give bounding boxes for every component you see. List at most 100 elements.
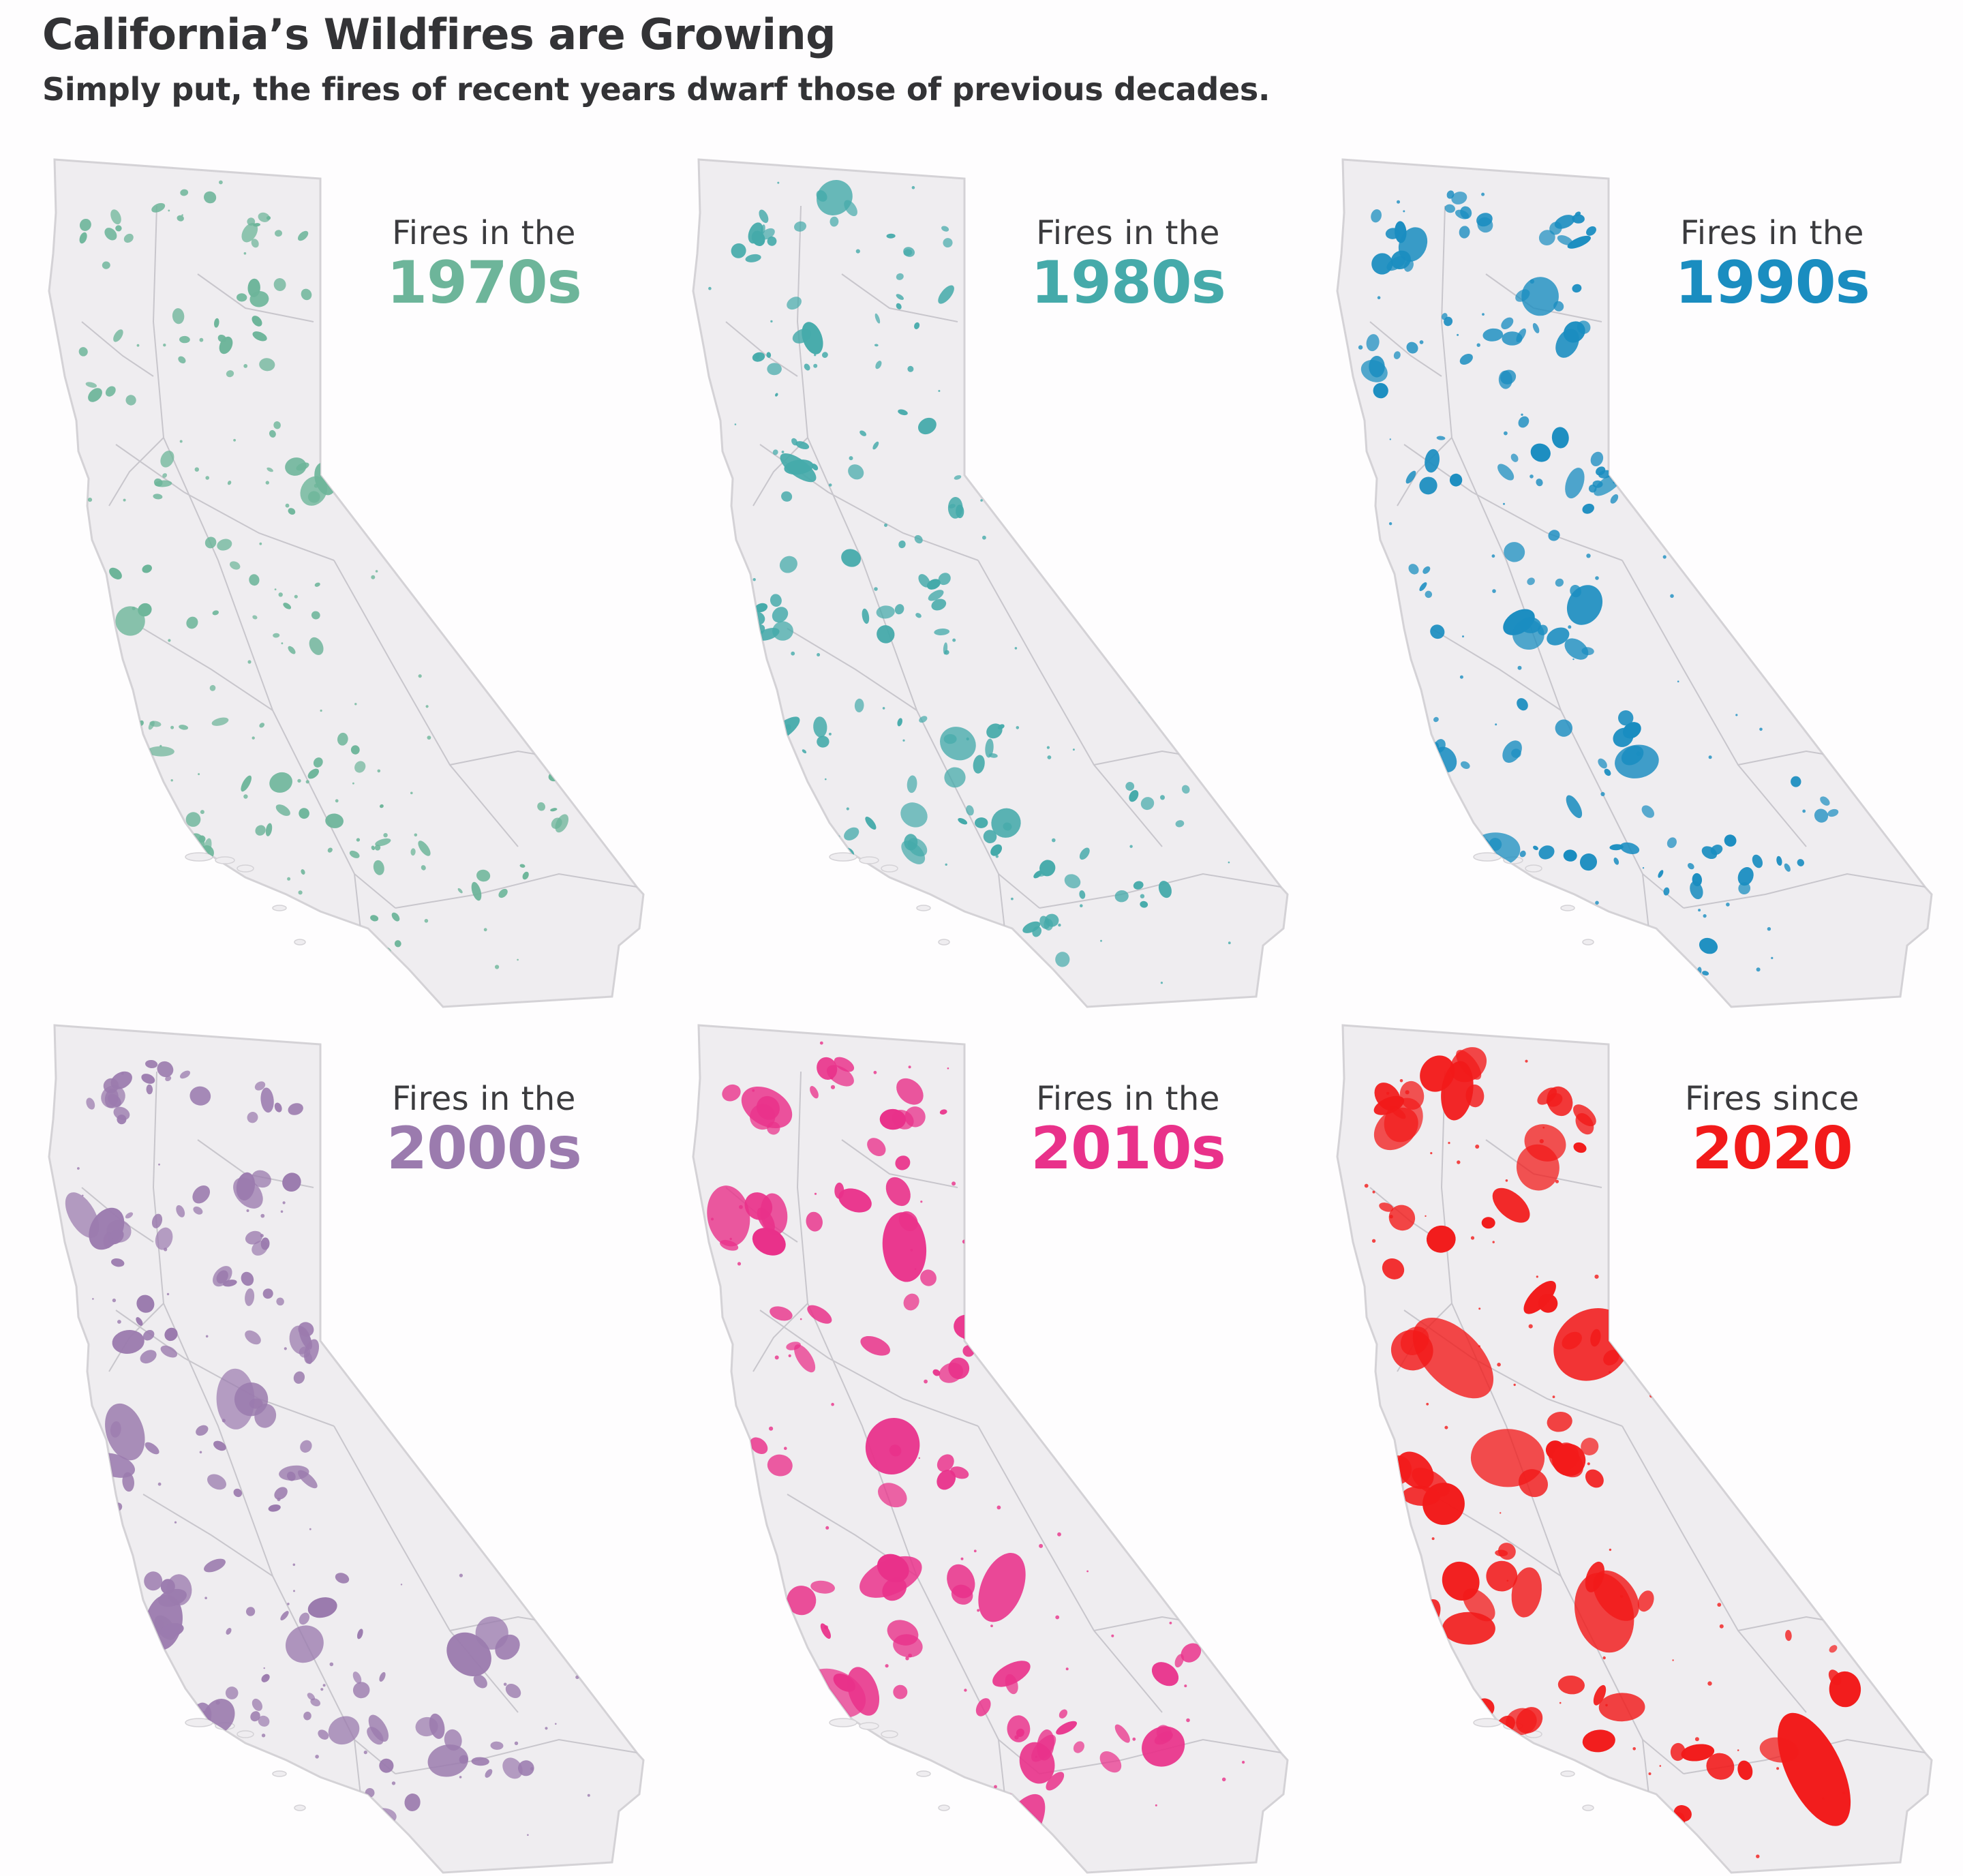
fire-perimeter <box>252 615 258 620</box>
fire-speck <box>1046 746 1050 749</box>
island <box>237 864 254 873</box>
fire-perimeter <box>1573 1142 1587 1153</box>
island <box>881 1730 898 1738</box>
fire-speck <box>1219 509 1223 512</box>
fire-perimeter <box>904 1106 926 1128</box>
fire-perimeter <box>275 230 282 237</box>
panel-prefix: Fires in the <box>1036 214 1220 252</box>
fire-speck <box>1126 547 1129 551</box>
fire-speck <box>1444 1425 1448 1429</box>
fire-speck <box>121 1072 124 1075</box>
fire-perimeter <box>879 1108 907 1130</box>
fire-perimeter <box>151 202 166 213</box>
fire-perimeter <box>939 1363 964 1383</box>
fire-speck <box>1841 583 1843 586</box>
fire-speck <box>117 1320 121 1324</box>
panel-prefix: Fires since <box>1684 1080 1860 1118</box>
fire-speck <box>309 1528 311 1530</box>
fire-speck <box>1671 479 1674 481</box>
fire-perimeter <box>1451 192 1467 205</box>
fire-speck <box>1432 1741 1437 1746</box>
fire-perimeter <box>1552 1443 1586 1477</box>
fire-speck <box>263 1667 265 1669</box>
fire-perimeter <box>498 888 508 898</box>
road <box>759 1310 979 1427</box>
fire-speck <box>1033 984 1036 987</box>
fire-speck <box>977 1609 980 1612</box>
fire-perimeter <box>1114 1724 1130 1743</box>
fire-speck <box>1084 1243 1087 1246</box>
fire-perimeter <box>105 386 116 397</box>
page-subtitle: Simply put, the fires of recent years dw… <box>42 71 1270 108</box>
fire-perimeter <box>164 1327 178 1342</box>
fire-perimeter <box>820 1623 832 1639</box>
fire-perimeter <box>780 453 817 483</box>
fire-speck <box>1419 1736 1421 1738</box>
fire-speck <box>769 1426 774 1431</box>
fire-perimeter <box>882 1212 927 1282</box>
fire-speck <box>1476 343 1480 347</box>
fire-speck <box>1110 622 1114 625</box>
fire-speck <box>1475 1145 1480 1149</box>
fire-perimeter <box>305 1352 313 1365</box>
fire-perimeter <box>375 838 391 847</box>
fire-perimeter <box>142 564 152 573</box>
panel-decade: 1980s <box>1031 249 1226 317</box>
fire-perimeter <box>550 808 558 812</box>
fire-perimeter <box>1701 846 1718 860</box>
fire-speck <box>219 180 223 185</box>
fire-perimeter <box>288 508 296 515</box>
fire-perimeter <box>1585 1561 1605 1592</box>
fire-perimeter <box>1557 235 1573 245</box>
fire-perimeter <box>1593 1684 1607 1706</box>
fire-perimeter <box>897 718 902 727</box>
fire-perimeter <box>354 761 366 773</box>
fire-perimeters <box>708 167 1251 987</box>
panel-1970s: Fires in the 1970s <box>41 151 682 1010</box>
fire-perimeter <box>1055 952 1070 967</box>
fire-speck <box>1158 678 1161 682</box>
fire-perimeter <box>108 1093 121 1108</box>
fire-perimeter <box>204 536 217 549</box>
fire-perimeter <box>176 1205 185 1217</box>
fire-speck <box>130 1786 134 1791</box>
fire-speck <box>322 1684 326 1687</box>
fire-perimeter <box>854 698 864 712</box>
fire-perimeter <box>104 228 117 241</box>
fire-speck <box>1036 1071 1039 1074</box>
fire-perimeter <box>1497 464 1515 481</box>
fire-speck <box>1067 167 1070 170</box>
fire-speck <box>1767 1362 1772 1367</box>
fire-perimeter <box>352 1671 362 1684</box>
fire-speck <box>849 456 853 461</box>
fire-speck <box>980 499 983 502</box>
fire-speck <box>215 1700 220 1705</box>
fire-speck <box>902 739 905 742</box>
fire-perimeter <box>1151 1662 1179 1686</box>
fire-perimeter <box>273 278 286 291</box>
fire-perimeter <box>1557 1675 1585 1695</box>
fire-perimeter <box>247 217 256 226</box>
fire-perimeter <box>759 209 769 224</box>
fire-speck <box>233 438 236 442</box>
fire-perimeter <box>307 768 319 779</box>
panel-prefix: Fires in the <box>1680 214 1864 252</box>
fire-speck <box>1016 726 1020 729</box>
fire-speck <box>1026 1835 1029 1838</box>
fire-perimeter <box>755 603 768 613</box>
fire-perimeter <box>193 1206 203 1215</box>
fire-perimeter <box>954 475 962 480</box>
fire-speck <box>1193 466 1196 470</box>
fire-speck <box>1155 1804 1157 1806</box>
fire-speck <box>873 937 877 941</box>
fire-perimeter <box>947 1564 975 1599</box>
fire-perimeter <box>349 850 360 858</box>
fire-speck <box>884 524 887 527</box>
fire-perimeter <box>1099 1751 1122 1773</box>
fire-perimeter <box>1422 566 1431 574</box>
fire-perimeter <box>931 599 947 611</box>
fire-speck <box>200 810 204 815</box>
fire-perimeter <box>1598 758 1607 769</box>
fire-speck <box>885 1664 889 1668</box>
fire-speck <box>442 529 446 533</box>
